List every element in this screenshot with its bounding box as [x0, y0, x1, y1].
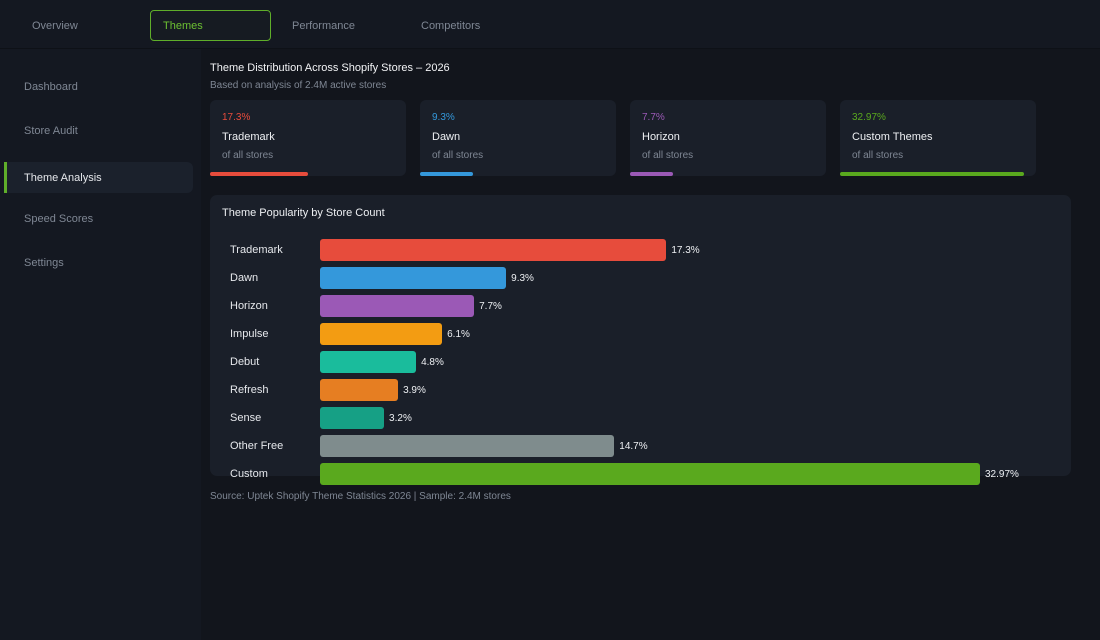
chart-panel: Theme Popularity by Store Count: [210, 195, 1071, 476]
stat-card-progress: [420, 172, 473, 176]
chart-title: Theme Popularity by Store Count: [222, 207, 385, 219]
sidebar-item-dashboard[interactable]: Dashboard: [24, 80, 78, 93]
stat-card-name: Dawn: [432, 131, 461, 143]
stat-card-progress: [210, 172, 308, 176]
page-subtitle: Based on analysis of 2.4M active stores: [210, 80, 387, 91]
sidebar-item-settings[interactable]: Settings: [24, 256, 64, 269]
tab-overview[interactable]: Overview: [32, 19, 78, 32]
main-content: Theme Distribution Across Shopify Stores…: [201, 49, 1100, 640]
stat-card-sub: of all stores: [642, 150, 694, 161]
stat-card-percent: 17.3%: [222, 112, 251, 123]
sidebar-item-speed-scores[interactable]: Speed Scores: [24, 212, 94, 225]
sidebar: Dashboard Store Audit Theme Analysis Spe…: [0, 49, 201, 640]
page-title: Theme Distribution Across Shopify Stores…: [210, 62, 450, 74]
stat-card-sub: of all stores: [222, 150, 274, 161]
stat-card-progress: [840, 172, 1025, 176]
tab-performance[interactable]: Performance: [292, 19, 355, 32]
stat-card-horizon: 7.7% Horizon of all stores: [630, 100, 826, 176]
stat-card-progress: [630, 172, 674, 176]
stat-card-name: Trademark: [222, 131, 275, 143]
sidebar-item-theme-analysis[interactable]: Theme Analysis: [4, 162, 193, 193]
tab-competitors[interactable]: Competitors: [421, 19, 481, 32]
stat-card-dawn: 9.3% Dawn of all stores: [420, 100, 616, 176]
stat-card-sub: of all stores: [852, 150, 904, 161]
stat-card-percent: 9.3%: [432, 112, 455, 123]
stat-card-name: Custom Themes: [852, 131, 933, 143]
stat-card-custom-themes: 32.97% Custom Themes of all stores: [840, 100, 1036, 176]
stat-card-trademark: 17.3% Trademark of all stores: [210, 100, 406, 176]
stat-card-sub: of all stores: [432, 150, 484, 161]
stat-card-percent: 32.97%: [852, 112, 886, 123]
source-note: Source: Uptek Shopify Theme Statistics 2…: [210, 491, 511, 502]
tab-themes[interactable]: Themes: [150, 10, 271, 41]
stat-card-name: Horizon: [642, 131, 680, 143]
sidebar-item-store-audit[interactable]: Store Audit: [24, 124, 78, 137]
top-tab-bar: Overview Themes Performance Competitors: [0, 0, 1100, 49]
stat-card-percent: 7.7%: [642, 112, 665, 123]
